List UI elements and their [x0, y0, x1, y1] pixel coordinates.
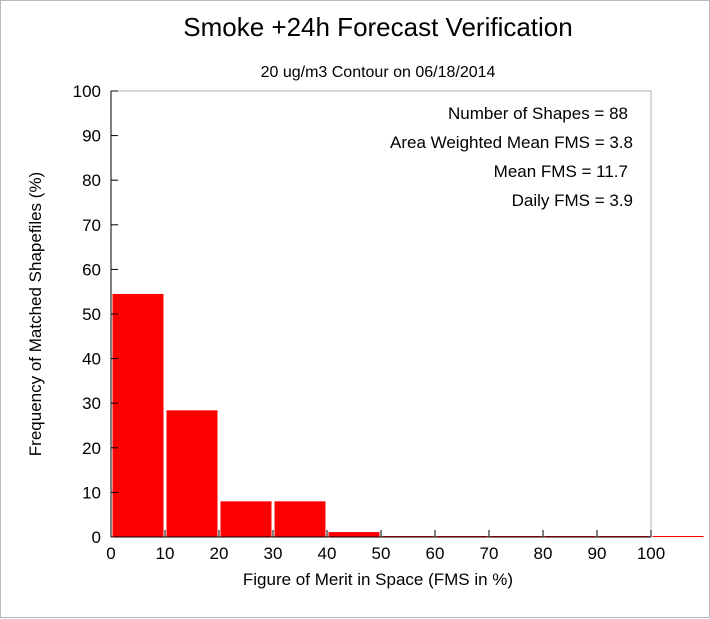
y-tick-label-5: 50: [82, 305, 101, 324]
annotations-group: Number of Shapes = 88 Area Weighted Mean…: [390, 104, 633, 210]
histogram-bar-3: [274, 501, 326, 537]
x-axis-ticks: 0 10 20 30 40 50 60 70 80 90 100: [106, 530, 665, 563]
chart-title: Smoke +24h Forecast Verification: [183, 12, 572, 42]
x-tick-label-2: 20: [210, 544, 229, 563]
y-tick-label-8: 80: [82, 171, 101, 190]
x-tick-label-3: 30: [264, 544, 283, 563]
bars-group: [112, 293, 704, 537]
x-tick-label-6: 60: [426, 544, 445, 563]
x-tick-label-10: 100: [637, 544, 665, 563]
histogram-bar-0: [112, 293, 164, 537]
histogram-bar-10: [652, 536, 704, 537]
annotation-number-of-shapes: Number of Shapes = 88: [448, 104, 628, 123]
y-tick-label-1: 10: [82, 483, 101, 502]
x-tick-label-5: 50: [372, 544, 391, 563]
histogram-bar-4: [328, 532, 380, 537]
y-tick-label-7: 70: [82, 216, 101, 235]
x-tick-label-1: 10: [156, 544, 175, 563]
annotation-daily-fms: Daily FMS = 3.9: [512, 191, 633, 210]
annotation-area-weighted-mean-fms: Area Weighted Mean FMS = 3.8: [390, 133, 633, 152]
x-tick-label-4: 40: [318, 544, 337, 563]
x-tick-label-8: 80: [534, 544, 553, 563]
y-tick-label-9: 90: [82, 127, 101, 146]
x-axis-label: Figure of Merit in Space (FMS in %): [243, 570, 513, 589]
annotation-mean-fms: Mean FMS = 11.7: [494, 162, 628, 181]
x-tick-label-0: 0: [106, 544, 115, 563]
y-tick-label-0: 0: [92, 528, 101, 547]
y-axis-ticks: 0 10 20 30 40 50 60 70 80 90 100: [73, 82, 118, 547]
y-tick-label-10: 100: [73, 82, 101, 101]
x-tick-label-7: 70: [480, 544, 499, 563]
chart-subtitle: 20 ug/m3 Contour on 06/18/2014: [261, 64, 496, 81]
y-axis-label: Frequency of Matched Shapefiles (%): [26, 172, 45, 456]
y-tick-label-3: 30: [82, 394, 101, 413]
y-tick-label-6: 60: [82, 260, 101, 279]
x-tick-label-9: 90: [588, 544, 607, 563]
histogram-bar-1: [166, 410, 218, 537]
y-tick-label-4: 40: [82, 350, 101, 369]
histogram-bar-2: [220, 501, 272, 537]
y-tick-label-2: 20: [82, 439, 101, 458]
